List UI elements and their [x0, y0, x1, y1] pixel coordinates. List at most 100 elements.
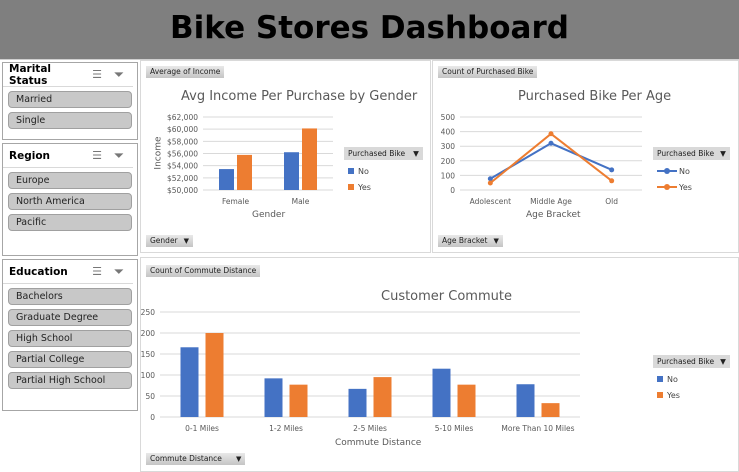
slicer-education: Education ☰ ⏷ Bachelors Graduate Degree Hi…: [2, 259, 138, 411]
x-tick-label: Middle Age: [530, 197, 572, 206]
legend-line-no: [657, 168, 677, 174]
legend-label-yes: Yes: [358, 182, 371, 192]
value-field-button[interactable]: Average of Income: [146, 66, 225, 78]
dropdown-arrow-icon: ▼: [493, 237, 499, 245]
legend-label-yes: Yes: [679, 182, 692, 192]
chart-title: Purchased Bike Per Age: [518, 89, 672, 104]
point-yes: [609, 178, 615, 184]
y-tick-label: $54,000: [167, 162, 198, 171]
legend-label-no: No: [358, 166, 369, 176]
x-tick-label: Adolescent: [470, 197, 511, 206]
legend-filter-button[interactable]: Purchased Bike ▼: [344, 147, 423, 160]
slicer-item-partial-high-school[interactable]: Partial High School: [8, 372, 132, 389]
x-axis-label: Gender: [252, 210, 286, 220]
chart-title: Customer Commute: [381, 289, 512, 304]
legend-title: Purchased Bike: [657, 149, 715, 158]
legend-filter-button[interactable]: Purchased Bike ▼: [653, 355, 730, 368]
point-no: [609, 167, 615, 173]
clear-filter-icon[interactable]: ⏷: [114, 67, 124, 81]
axis-field-label: Gender: [150, 236, 178, 245]
axis-field-button[interactable]: Gender ▼: [146, 235, 194, 247]
slicer-item-north-america[interactable]: North America: [8, 193, 132, 210]
slicer-item-high-school[interactable]: High School: [8, 330, 132, 347]
value-field-button[interactable]: Count of Commute Distance: [146, 265, 261, 277]
y-tick-label: 250: [141, 308, 156, 317]
value-field-button[interactable]: Count of Purchased Bike: [438, 66, 538, 78]
y-tick-label: 200: [441, 157, 456, 166]
legend-filter-button[interactable]: Purchased Bike ▼: [653, 147, 730, 160]
axis-field-button[interactable]: Commute Distance ▼: [146, 453, 246, 465]
y-tick-label: 100: [141, 371, 156, 380]
y-tick-label: $60,000: [167, 125, 198, 134]
bar-no: [432, 368, 451, 417]
x-tick-label: 2-5 Miles: [353, 424, 387, 433]
point-yes: [548, 131, 554, 137]
y-tick-label: 100: [441, 171, 456, 180]
multi-select-icon[interactable]: ☰: [92, 67, 102, 81]
legend-title: Purchased Bike: [657, 357, 715, 366]
dropdown-arrow-icon: ▼: [235, 455, 242, 463]
axis-field-button[interactable]: Age Bracket ▼: [438, 235, 503, 247]
x-tick-label: Old: [605, 197, 618, 206]
legend: Purchased Bike ▼ No Yes: [653, 147, 730, 192]
slicer-title: Marital Status: [9, 62, 52, 87]
point-no: [548, 140, 554, 146]
clear-filter-icon[interactable]: ⏷: [114, 264, 124, 278]
slicer-item-married[interactable]: Married: [8, 91, 132, 108]
x-tick-label: Male: [292, 197, 310, 206]
axis-field-label: Age Bracket: [442, 236, 488, 245]
bar-no: [284, 152, 299, 190]
y-tick-label: 300: [441, 142, 456, 151]
bar-yes: [302, 128, 317, 190]
y-tick-label: 0: [150, 413, 155, 422]
slicer-item-single[interactable]: Single: [8, 112, 132, 129]
legend-swatch-no: [657, 376, 663, 382]
bar-yes: [237, 154, 252, 190]
slicer-item-europe[interactable]: Europe: [8, 172, 132, 189]
dropdown-arrow-icon: ▼: [183, 237, 190, 245]
dropdown-arrow-icon: ▼: [413, 149, 419, 158]
clear-filter-icon[interactable]: ⏷: [114, 148, 124, 162]
point-no: [487, 176, 493, 182]
y-tick-label: $56,000: [167, 150, 198, 159]
legend-label-no: No: [679, 166, 690, 176]
bar-yes: [373, 377, 392, 417]
legend-swatch-yes: [657, 392, 663, 398]
bar-no: [180, 347, 199, 417]
bar-no: [264, 378, 283, 417]
y-tick-label: $50,000: [167, 186, 198, 195]
slicer-item-bachelors[interactable]: Bachelors: [8, 288, 132, 305]
legend-swatch-no: [348, 168, 354, 174]
x-axis-label: Age Bracket: [526, 210, 581, 220]
bar-yes: [457, 384, 476, 417]
dropdown-arrow-icon: ▼: [720, 149, 726, 158]
x-tick-label: More Than 10 Miles: [501, 424, 574, 433]
slicer-item-graduate-degree[interactable]: Graduate Degree: [8, 309, 132, 326]
slicer-item-pacific[interactable]: Pacific: [8, 214, 132, 231]
chart-title: Avg Income Per Purchase by Gender: [181, 89, 418, 104]
multi-select-icon[interactable]: ☰: [92, 264, 102, 278]
legend-swatch-yes: [348, 184, 354, 190]
legend-line-yes: [657, 184, 677, 190]
y-tick-label: 400: [441, 128, 456, 137]
y-tick-label: 0: [450, 186, 455, 195]
x-tick-label: 0-1 Miles: [185, 424, 219, 433]
point-yes: [487, 180, 493, 186]
multi-select-icon[interactable]: ☰: [92, 148, 102, 162]
legend-title: Purchased Bike: [348, 149, 406, 158]
legend-label-no: No: [667, 374, 678, 384]
x-tick-label: 1-2 Miles: [269, 424, 303, 433]
y-tick-label: 200: [141, 329, 156, 338]
page-title: Bike Stores Dashboard: [170, 10, 569, 46]
bar-yes: [205, 333, 224, 417]
slicer-item-partial-college[interactable]: Partial College: [8, 351, 132, 368]
y-tick-label: 150: [141, 350, 156, 359]
x-tick-label: Female: [222, 197, 250, 206]
legend: Purchased Bike ▼ No Yes: [653, 355, 730, 400]
bar-no: [348, 388, 367, 417]
legend: Purchased Bike ▼ No Yes: [344, 147, 423, 192]
axis-field-label: Commute Distance: [150, 454, 222, 463]
x-axis-label: Commute Distance: [335, 438, 422, 448]
dropdown-arrow-icon: ▼: [720, 357, 726, 366]
bar-no: [219, 169, 234, 190]
